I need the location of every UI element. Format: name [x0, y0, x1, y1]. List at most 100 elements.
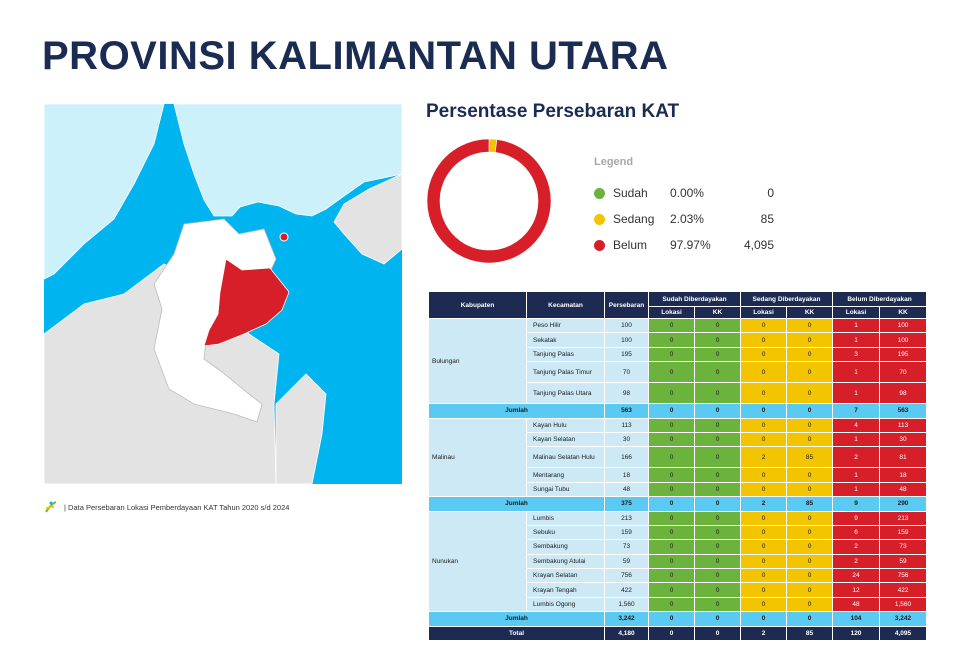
value-cell: 0 — [740, 568, 787, 584]
value-cell: 159 — [879, 524, 928, 541]
value-cell: 0 — [648, 568, 695, 584]
table-row: Tanjung Palas Utara 98 0 0 0 0 1 98 — [429, 382, 928, 405]
kabupaten-cell: Malinau — [428, 417, 527, 498]
table-row: Lumbis Ogong 1,560 0 0 0 0 48 1,560 — [429, 596, 928, 613]
total-value: 4,095 — [879, 625, 928, 642]
jumlah-row: Jumlah 563 0 0 0 0 7 563 — [428, 403, 928, 419]
value-cell: 756 — [604, 568, 649, 584]
legend-value: 0 — [767, 186, 774, 200]
source-text: | Data Persebaran Lokasi Pemberdayaan KA… — [64, 502, 290, 512]
value-cell: 70 — [604, 361, 649, 384]
jumlah-value: 3,242 — [604, 611, 649, 627]
value-cell: 1,560 — [879, 596, 928, 613]
total-value: 85 — [785, 625, 834, 642]
sedang-dot-icon — [594, 213, 605, 225]
value-cell: 0 — [740, 382, 787, 405]
chart-title: Persentase Persebaran KAT — [426, 101, 680, 122]
value-cell: 0 — [694, 382, 741, 405]
sudah-dot-icon — [594, 187, 605, 199]
value-cell: 0 — [694, 568, 741, 584]
legend-title: Legend — [594, 156, 634, 168]
header-lokasi: Lokasi — [740, 306, 787, 319]
value-cell: 0 — [648, 446, 695, 469]
value-cell: 0 — [785, 317, 834, 334]
value-cell: 9 — [832, 510, 881, 526]
value-cell: 0 — [694, 524, 741, 541]
jumlah-value: 3,242 — [879, 611, 928, 627]
value-cell: 81 — [879, 446, 928, 469]
value-cell: 0 — [740, 346, 787, 363]
value-cell: 0 — [694, 481, 741, 498]
value-cell: 0 — [694, 582, 741, 598]
value-cell: 0 — [694, 446, 741, 469]
jumlah-value: 0 — [694, 611, 741, 627]
value-cell: 195 — [879, 346, 928, 363]
kecamatan-cell: Krayan Selatan — [526, 568, 605, 584]
kecamatan-cell: Sebuku — [526, 524, 605, 541]
value-cell: 0 — [785, 431, 834, 448]
jumlah-value: 9 — [832, 496, 881, 512]
value-cell: 0 — [740, 332, 787, 348]
value-cell: 756 — [879, 568, 928, 584]
value-cell: 0 — [694, 346, 741, 363]
value-cell: 0 — [785, 417, 834, 433]
header-persebaran: Persebaran — [604, 291, 649, 319]
header-lokasi: Lokasi — [832, 306, 881, 319]
value-cell: 0 — [648, 346, 695, 363]
total-value: 0 — [648, 625, 695, 642]
legend-item-sedang: Sedang 2.03% 85 — [594, 206, 774, 232]
table-row: Tanjung Palas Timur 70 0 0 0 0 1 70 — [429, 361, 928, 384]
value-cell: 48 — [604, 481, 649, 498]
value-cell: 0 — [694, 539, 741, 555]
value-cell: 0 — [648, 582, 695, 598]
value-cell: 48 — [879, 481, 928, 498]
total-value: 0 — [694, 625, 741, 642]
legend: Legend Sudah 0.00% 0 Sedang 2.03% 85 Bel… — [594, 156, 774, 258]
value-cell: 0 — [785, 568, 834, 584]
value-cell: 59 — [879, 553, 928, 570]
value-cell: 0 — [694, 361, 741, 384]
value-cell: 0 — [694, 332, 741, 348]
value-cell: 0 — [694, 510, 741, 526]
jumlah-value: 0 — [694, 403, 741, 419]
source-note: | Data Persebaran Lokasi Pemberdayaan KA… — [44, 500, 289, 514]
jumlah-row: Jumlah 375 0 0 2 85 9 290 — [428, 496, 928, 512]
value-cell: 30 — [879, 431, 928, 448]
legend-value: 85 — [760, 212, 774, 226]
value-cell: 85 — [785, 446, 834, 469]
total-row: Total 4,180 0 0 2 85 120 4,095 — [428, 625, 928, 642]
value-cell: 0 — [785, 582, 834, 598]
legend-label: Sudah — [613, 186, 648, 200]
value-cell: 0 — [785, 346, 834, 363]
donut-chart — [426, 138, 552, 264]
value-cell: 70 — [879, 361, 928, 384]
value-cell: 0 — [694, 553, 741, 570]
table-row: Tanjung Palas 195 0 0 0 0 3 195 — [429, 346, 928, 363]
value-cell: 0 — [740, 596, 787, 613]
value-cell: 0 — [785, 553, 834, 570]
value-cell: 0 — [694, 417, 741, 433]
header-kk: KK — [785, 306, 834, 319]
kecamatan-cell: Krayan Tengah — [526, 582, 605, 598]
northern-landmass — [173, 104, 402, 217]
kecamatan-cell: Lumbis Ogong — [526, 596, 605, 613]
value-cell: 73 — [604, 539, 649, 555]
value-cell: 1 — [832, 332, 881, 348]
kecamatan-cell: Mentarang — [526, 467, 605, 483]
value-cell: 113 — [604, 417, 649, 433]
kecamatan-cell: Sungai Tubu — [526, 481, 605, 498]
value-cell: 0 — [740, 417, 787, 433]
value-cell: 0 — [740, 510, 787, 526]
jumlah-label: Jumlah — [428, 403, 605, 419]
value-cell: 30 — [604, 431, 649, 448]
value-cell: 213 — [879, 510, 928, 526]
header-kabupaten: Kabupaten — [428, 291, 527, 319]
value-cell: 2 — [832, 553, 881, 570]
value-cell: 18 — [604, 467, 649, 483]
jumlah-value: 85 — [785, 496, 834, 512]
value-cell: 159 — [604, 524, 649, 541]
value-cell: 1 — [832, 361, 881, 384]
value-cell: 0 — [785, 332, 834, 348]
total-value: 120 — [832, 625, 881, 642]
jumlah-value: 0 — [740, 611, 787, 627]
